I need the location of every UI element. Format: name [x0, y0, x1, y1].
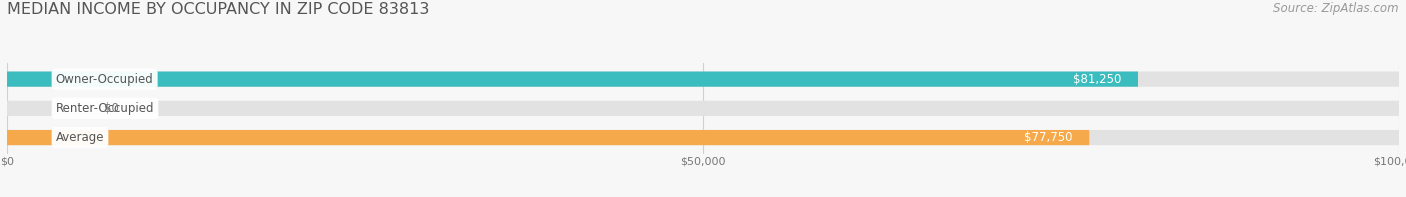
Text: $0: $0: [104, 102, 120, 115]
Text: $77,750: $77,750: [1024, 131, 1073, 144]
FancyBboxPatch shape: [7, 72, 1137, 87]
FancyBboxPatch shape: [7, 130, 1090, 145]
Text: Renter-Occupied: Renter-Occupied: [56, 102, 155, 115]
Text: MEDIAN INCOME BY OCCUPANCY IN ZIP CODE 83813: MEDIAN INCOME BY OCCUPANCY IN ZIP CODE 8…: [7, 2, 429, 17]
Text: $81,250: $81,250: [1073, 73, 1121, 86]
FancyBboxPatch shape: [7, 130, 1399, 145]
Text: Average: Average: [56, 131, 104, 144]
Text: Owner-Occupied: Owner-Occupied: [56, 73, 153, 86]
Text: Source: ZipAtlas.com: Source: ZipAtlas.com: [1274, 2, 1399, 15]
FancyBboxPatch shape: [7, 101, 1399, 116]
FancyBboxPatch shape: [7, 72, 1399, 87]
